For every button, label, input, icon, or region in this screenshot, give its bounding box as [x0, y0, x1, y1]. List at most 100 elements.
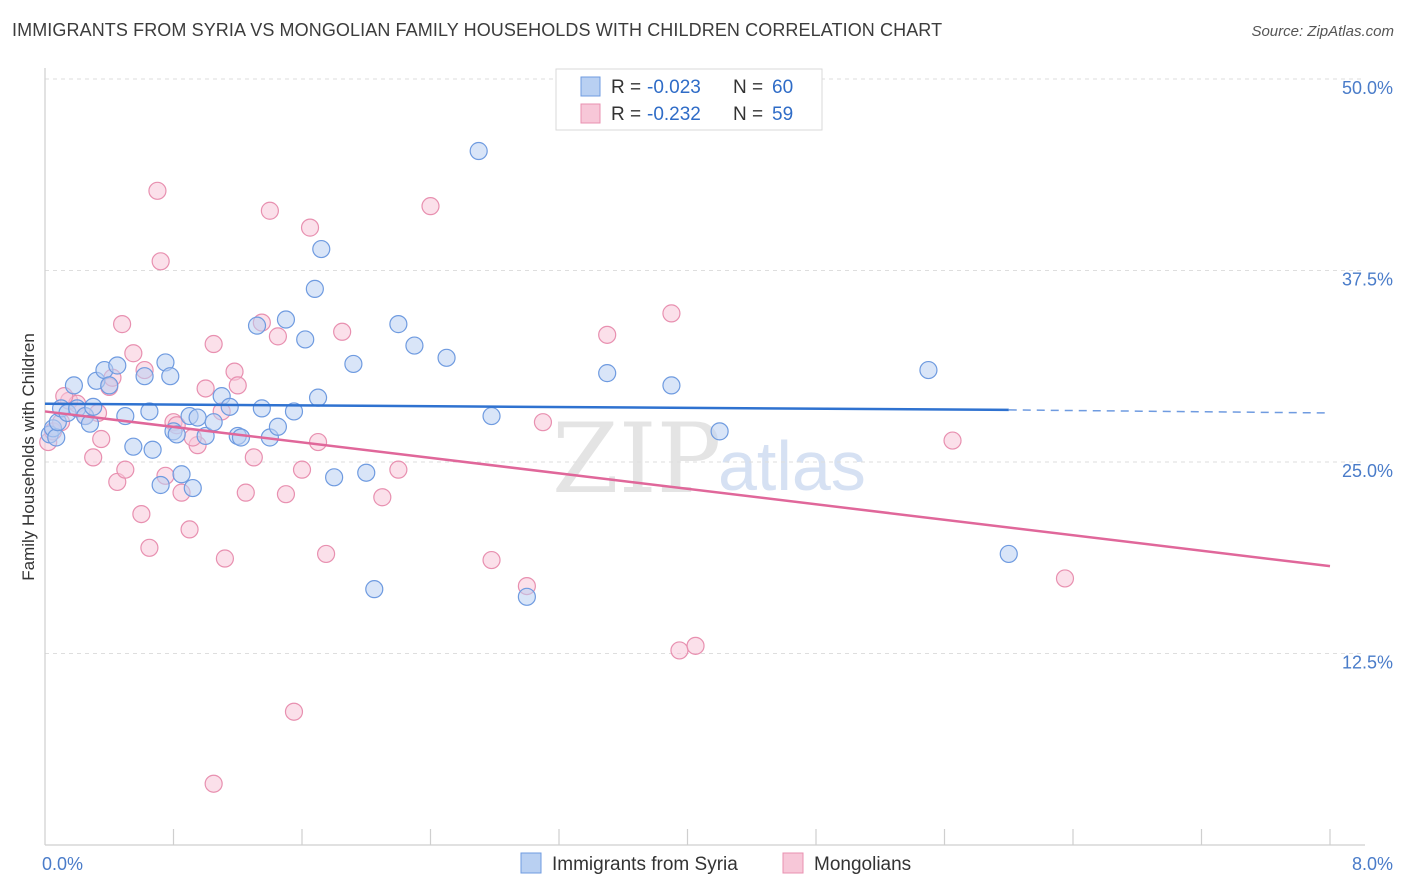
data-point — [999, 544, 1018, 564]
data-point — [220, 397, 239, 416]
data-point — [215, 549, 234, 568]
data-point — [670, 641, 689, 660]
data-point — [108, 356, 127, 375]
data-point — [132, 504, 151, 524]
data-point — [231, 428, 251, 447]
data-point — [405, 336, 424, 355]
data-point — [373, 488, 392, 507]
data-point — [204, 413, 223, 432]
legend-r-label-syria: R = — [611, 77, 641, 98]
data-point — [686, 636, 705, 655]
data-point — [100, 376, 119, 395]
data-point — [305, 279, 324, 298]
data-point — [47, 428, 66, 447]
data-point — [365, 580, 384, 599]
x-tick-min: 0.0% — [42, 854, 83, 874]
y-tick-label: 50.0% — [1342, 78, 1393, 98]
data-point — [533, 413, 553, 432]
data-point — [244, 448, 263, 467]
trend-line-syria — [44, 402, 1009, 412]
data-point — [437, 348, 456, 367]
data-point — [140, 402, 159, 421]
data-point — [710, 422, 729, 441]
data-point — [112, 315, 132, 334]
data-point — [308, 388, 328, 407]
data-point — [151, 252, 170, 271]
data-point — [196, 379, 215, 398]
y-gridlines: 12.5% 25.0% 37.5% 50.0% — [45, 78, 1393, 673]
data-point — [143, 440, 162, 459]
legend-n-value-mongolians: 59 — [772, 104, 793, 125]
y-tick-label: 37.5% — [1342, 270, 1393, 290]
data-point — [300, 218, 320, 237]
data-point — [64, 376, 84, 395]
data-point — [482, 406, 501, 426]
legend-swatch-mongolians — [580, 103, 601, 124]
data-point — [421, 197, 440, 216]
trend-line-mongolians — [44, 410, 1331, 568]
data-point — [252, 399, 271, 418]
data-point — [325, 468, 344, 487]
data-point — [188, 408, 207, 427]
data-point — [116, 460, 135, 479]
data-point — [598, 325, 617, 344]
data-point — [124, 437, 143, 456]
data-point — [260, 201, 279, 220]
data-point — [151, 475, 170, 495]
data-point — [333, 322, 352, 341]
data-point — [312, 239, 331, 259]
correlation-legend: R = -0.023 N = 60 R = -0.232 N = 59 — [555, 68, 823, 131]
bottom-legend-swatch-syria — [520, 852, 542, 874]
data-point — [183, 478, 202, 498]
data-point — [389, 460, 408, 479]
data-point — [662, 376, 681, 395]
data-point — [204, 774, 223, 793]
data-point — [276, 485, 296, 504]
legend-n-label-mongolians: N = — [733, 104, 763, 125]
series-syria-points — [40, 141, 1018, 606]
data-point — [228, 376, 247, 395]
data-point — [236, 483, 255, 502]
data-point — [469, 141, 488, 161]
data-point — [204, 334, 223, 354]
source-credit: Source: ZipAtlas.com — [1251, 23, 1394, 40]
data-point — [308, 432, 328, 452]
data-point — [140, 538, 159, 557]
data-point — [357, 463, 376, 482]
data-point — [284, 402, 304, 421]
series-legend: Immigrants from Syria Mongolians — [520, 852, 911, 875]
y-axis-label: Family Households with Children — [19, 333, 38, 581]
data-point — [276, 310, 296, 329]
data-point — [943, 431, 962, 450]
data-point — [284, 702, 304, 721]
data-point — [180, 520, 199, 539]
data-point — [344, 354, 363, 374]
data-point — [84, 448, 103, 467]
data-point — [84, 397, 103, 416]
data-point — [92, 429, 111, 449]
data-point — [124, 344, 143, 363]
y-tick-label: 12.5% — [1342, 653, 1393, 673]
data-point — [247, 316, 267, 335]
bottom-legend-swatch-mongolians — [782, 852, 804, 874]
legend-r-value-syria: -0.023 — [647, 77, 701, 98]
data-point — [1055, 569, 1075, 588]
data-point — [167, 425, 186, 444]
data-point — [292, 460, 312, 479]
data-point — [517, 587, 536, 606]
x-tick-max: 8.0% — [1352, 854, 1393, 874]
data-point — [296, 330, 315, 349]
data-point — [135, 367, 154, 386]
trend-line-syria-extrapolated — [1008, 409, 1331, 414]
x-axis-ticks — [172, 829, 1331, 845]
y-tick-label: 25.0% — [1342, 461, 1393, 481]
bottom-legend-label-mongolians: Mongolians — [814, 854, 911, 875]
data-point — [482, 550, 501, 570]
legend-n-label-syria: N = — [733, 77, 763, 98]
chart-title: IMMIGRANTS FROM SYRIA VS MONGOLIAN FAMIL… — [12, 20, 943, 40]
watermark-zip: ZIP — [552, 403, 721, 515]
bottom-legend-label-syria: Immigrants from Syria — [552, 854, 738, 875]
data-point — [268, 417, 288, 436]
data-point — [172, 465, 191, 484]
